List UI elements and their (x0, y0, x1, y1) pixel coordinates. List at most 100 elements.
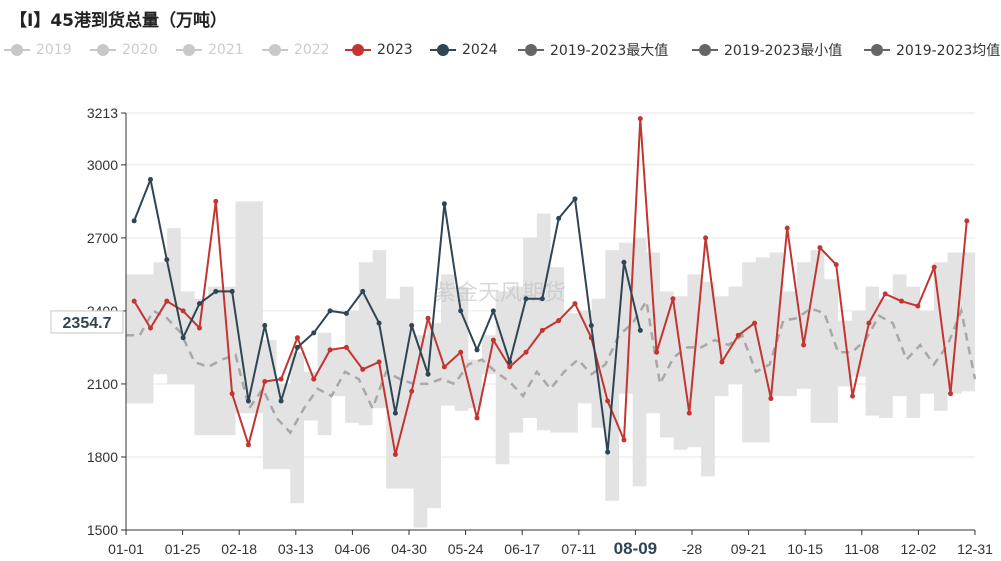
legend-item-2019-2023最小值[interactable]: 2019-2023最小值 (692, 40, 842, 60)
data-point-2023 (474, 415, 480, 421)
legend-marker-icon (430, 44, 456, 56)
mean-dashed-line (126, 297, 977, 435)
data-point-2024 (131, 218, 137, 224)
legend-item-2024[interactable]: 2024 (430, 40, 498, 60)
data-point-2023 (490, 337, 496, 343)
data-point-2023 (539, 327, 545, 333)
data-point-2023 (637, 116, 643, 122)
data-point-2023 (311, 376, 317, 382)
legend-item-2020[interactable]: 2020 (90, 40, 158, 60)
data-point-2023 (196, 325, 202, 331)
data-point-2023 (899, 298, 905, 304)
data-point-2023 (507, 364, 513, 370)
data-point-2024 (164, 257, 170, 263)
legend-label: 2019-2023最小值 (724, 43, 843, 59)
legend-marker-icon (4, 44, 30, 56)
x-tick-label: 07-11 (561, 541, 596, 557)
data-point-2023 (801, 342, 807, 348)
data-point-2024 (294, 344, 300, 350)
data-point-2023 (915, 303, 921, 309)
data-point-2024 (621, 259, 627, 265)
data-point-2024 (458, 308, 464, 314)
data-point-2023 (294, 335, 300, 341)
legend-marker-icon (518, 44, 544, 56)
data-point-2023 (719, 359, 725, 365)
legend-label: 2019 (36, 42, 72, 58)
legend-label: 2021 (208, 42, 244, 58)
page-title: 【I】45港到货总量（万吨） (10, 11, 227, 31)
legend-label: 2023 (377, 42, 413, 58)
legend-marker-icon (176, 44, 202, 56)
series-lines (131, 116, 970, 458)
legend-item-2019[interactable]: 2019 (4, 40, 72, 60)
data-point-2023 (931, 264, 937, 270)
chart-legend: 2019 2020 2021 2022 2023 2024 2019-2023最大值 2019… (0, 40, 1001, 62)
y-pointer-label: 2354.7 (63, 315, 112, 332)
data-point-2023 (213, 198, 219, 204)
legend-marker-icon (90, 44, 116, 56)
data-point-2024 (474, 347, 480, 353)
data-point-2024 (311, 330, 317, 336)
series-2023 (131, 116, 970, 458)
data-point-2024 (229, 288, 235, 294)
legend-marker-icon (864, 44, 890, 56)
legend-marker-icon (262, 44, 288, 56)
data-point-2023 (817, 245, 823, 251)
y-tick-label: 2700 (87, 230, 118, 246)
data-point-2023 (948, 391, 954, 397)
x-tick-label: 03-13 (278, 541, 314, 557)
data-point-2023 (654, 349, 660, 355)
x-tick-label: 04-30 (391, 541, 427, 557)
data-point-2024 (245, 398, 251, 404)
data-point-2024 (637, 327, 643, 333)
data-point-2023 (458, 349, 464, 355)
data-point-2023 (866, 320, 872, 326)
data-point-2023 (164, 298, 170, 304)
x-tick-label: 12-31 (957, 541, 993, 557)
data-point-2024 (490, 308, 496, 314)
data-point-2024 (392, 410, 398, 416)
data-point-2023 (572, 301, 578, 307)
y-pointer-box (50, 310, 124, 334)
legend-item-2019-2023最大值[interactable]: 2019-2023最大值 (518, 40, 668, 60)
data-point-2024 (262, 323, 268, 329)
data-point-2024 (376, 320, 382, 326)
y-pointer: 2354.7 (50, 310, 124, 334)
legend-item-2019-2023均值[interactable]: 2019-2023均值 (864, 40, 1000, 60)
y-tick-label: 1800 (87, 449, 118, 465)
legend-item-2021[interactable]: 2021 (176, 40, 244, 60)
x-tick-label: 10-15 (787, 541, 823, 557)
x-tick-label: 12-02 (900, 541, 936, 557)
watermark: 紫金天风期货 (434, 281, 566, 306)
data-point-2023 (605, 398, 611, 404)
data-point-2023 (833, 262, 839, 268)
axes: 150018002100240027003000321301-0101-2502… (87, 105, 993, 558)
x-tick-label: -28 (682, 541, 702, 557)
y-tick-label: 1500 (87, 522, 118, 538)
data-point-2023 (131, 298, 137, 304)
data-point-2023 (360, 366, 366, 372)
data-point-2024 (180, 335, 186, 341)
data-point-2023 (425, 315, 431, 321)
legend-item-2023[interactable]: 2023 (345, 40, 413, 60)
data-point-2023 (376, 359, 382, 365)
legend-label: 2024 (462, 42, 498, 58)
data-point-2023 (245, 442, 251, 448)
series-line-2023 (133, 117, 968, 456)
data-point-2023 (441, 364, 447, 370)
data-point-2024 (147, 176, 153, 182)
legend-label: 2019-2023最大值 (550, 43, 669, 59)
data-point-2023 (752, 320, 758, 326)
legend-label: 2022 (294, 42, 330, 58)
legend-item-2022[interactable]: 2022 (262, 40, 330, 60)
data-point-2024 (327, 308, 333, 314)
data-point-2023 (327, 347, 333, 353)
data-point-2023 (882, 291, 888, 297)
data-point-2024 (409, 323, 415, 329)
series-2024 (131, 176, 643, 455)
x-tick-label: 01-25 (165, 541, 201, 557)
x-tick-label: 06-17 (504, 541, 540, 557)
data-point-2024 (556, 215, 562, 221)
data-point-2023 (670, 296, 676, 302)
legend-marker-icon (692, 44, 718, 56)
